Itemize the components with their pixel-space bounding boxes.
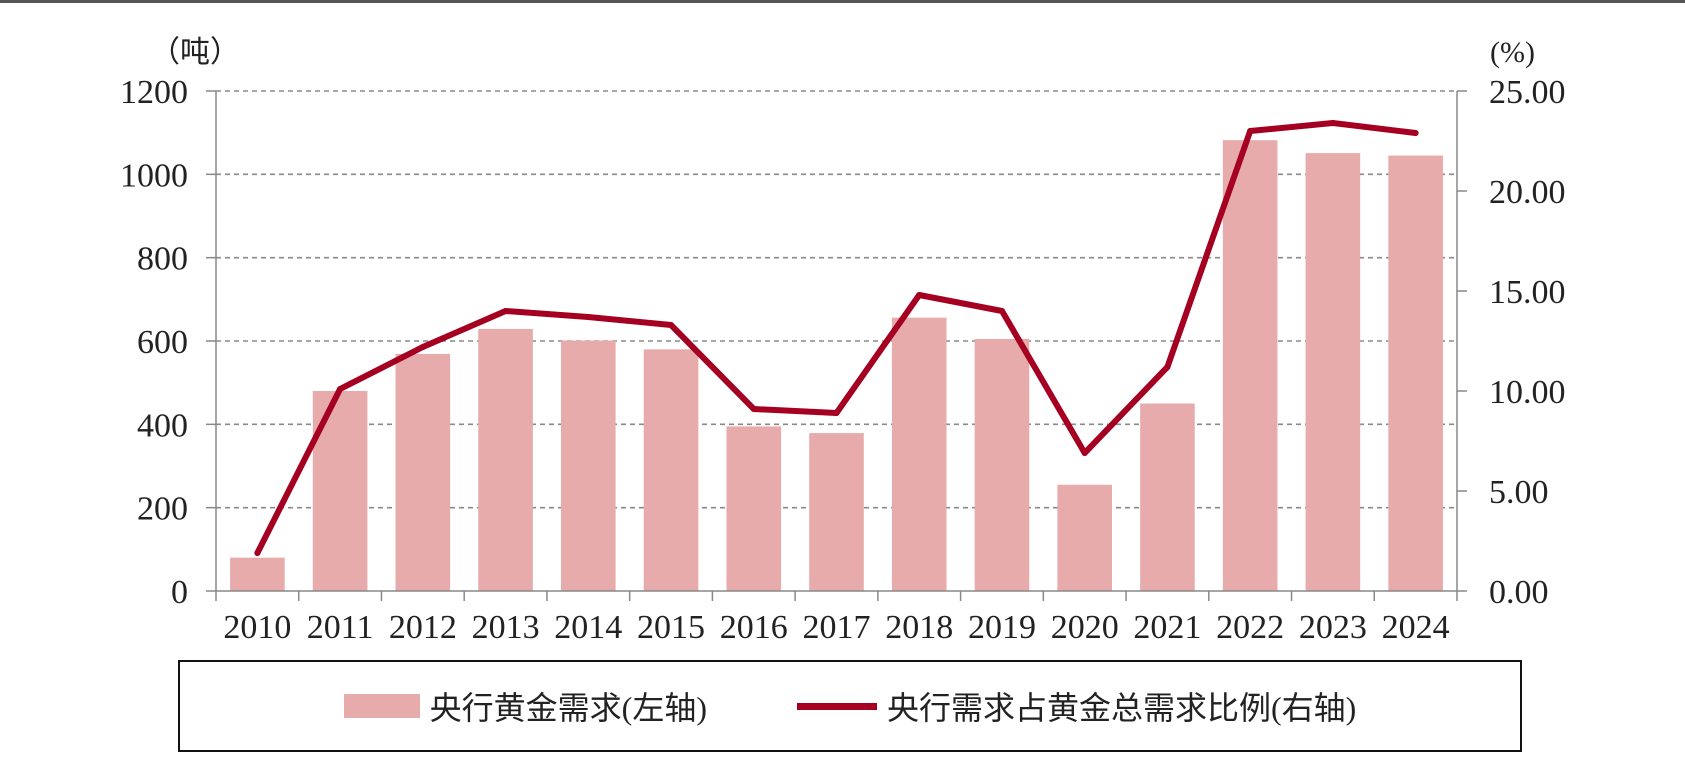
tick-labels: 0 200 400 600 800 1000 1200 0.00 5.00 10.00 15.00 2… <box>120 36 1566 646</box>
line-point <box>833 410 840 416</box>
bar-series <box>230 140 1443 592</box>
line-point <box>1247 128 1254 134</box>
line-point <box>750 406 757 412</box>
bar <box>1305 153 1361 592</box>
bar <box>1388 155 1443 592</box>
right-axis-unit: (%) <box>1490 36 1535 69</box>
bar <box>891 317 947 591</box>
bar <box>478 328 533 591</box>
line-point <box>916 292 923 298</box>
x-tick-label: 2019 <box>968 609 1036 646</box>
left-tick-label: 200 <box>137 491 188 528</box>
x-tick-label: 2022 <box>1216 609 1284 646</box>
x-tick-label: 2010 <box>223 609 291 646</box>
legend-item-line: 央行需求占黄金总需求比例(右轴) <box>797 683 1356 729</box>
bar <box>1140 403 1195 591</box>
line-point <box>1164 364 1171 370</box>
right-tick-label: 0.00 <box>1489 574 1549 611</box>
x-tick-label: 2018 <box>885 609 953 646</box>
legend-label-bar: 央行黄金需求(左轴) <box>429 690 707 726</box>
x-tick-label: 2020 <box>1051 609 1119 646</box>
left-axis-unit: （吨） <box>150 36 240 69</box>
x-tick-label: 2023 <box>1299 609 1367 646</box>
line-point <box>419 344 426 350</box>
left-tick-label: 1200 <box>120 74 188 111</box>
right-tick-label: 20.00 <box>1489 174 1566 211</box>
x-tick-label: 2021 <box>1133 609 1201 646</box>
right-tick-label: 25.00 <box>1489 74 1566 111</box>
bar <box>974 338 1030 591</box>
line-point <box>1412 130 1419 136</box>
line-point <box>254 550 261 556</box>
line-point <box>502 308 509 314</box>
legend-swatch-bar <box>343 694 420 718</box>
line-point <box>998 308 1005 314</box>
left-tick-label: 0 <box>171 574 188 611</box>
bar <box>1057 484 1113 591</box>
top-rule <box>0 0 1685 3</box>
legend-label-line: 央行需求占黄金总需求比例(右轴) <box>887 690 1357 726</box>
bar <box>230 557 285 591</box>
line-point <box>337 386 344 392</box>
left-tick-label: 800 <box>137 241 188 278</box>
x-tick-label: 2013 <box>472 609 540 646</box>
x-tick-label: 2015 <box>637 609 705 646</box>
x-tick-label: 2011 <box>307 609 374 646</box>
right-tick-label: 5.00 <box>1489 474 1549 511</box>
bar <box>560 340 616 591</box>
left-tick-label: 600 <box>137 324 188 361</box>
chart: 0 200 400 600 800 1000 1200 0.00 5.00 10.00 15.00 2… <box>120 36 1566 646</box>
line-point <box>585 314 592 320</box>
bar <box>1222 140 1278 591</box>
x-tick-label: 2016 <box>720 609 788 646</box>
bar <box>643 349 699 591</box>
bar <box>809 433 864 591</box>
line-point <box>1329 120 1336 126</box>
legend: 央行黄金需求(左轴) 央行需求占黄金总需求比例(右轴) <box>178 660 1522 752</box>
x-tick-label: 2024 <box>1382 609 1450 646</box>
x-tick-label: 2014 <box>554 609 622 646</box>
x-tick-label: 2012 <box>389 609 457 646</box>
axes <box>206 90 1467 601</box>
line-point <box>668 322 675 328</box>
legend-item-bar: 央行黄金需求(左轴) <box>343 683 707 729</box>
x-tick-label: 2017 <box>803 609 871 646</box>
left-tick-label: 1000 <box>120 157 188 194</box>
right-tick-label: 10.00 <box>1489 374 1566 411</box>
line-series <box>254 120 1419 556</box>
legend-swatch-line <box>797 702 877 710</box>
bar <box>726 426 782 591</box>
right-tick-label: 15.00 <box>1489 274 1566 311</box>
line-point <box>1081 450 1088 456</box>
bar <box>395 353 451 591</box>
left-tick-label: 400 <box>137 407 188 444</box>
